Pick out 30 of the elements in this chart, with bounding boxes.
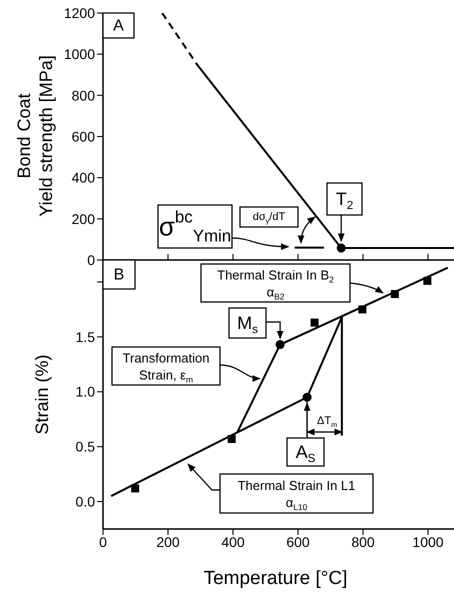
- x-tick-label: 600: [286, 534, 310, 550]
- annotation: Transformation Strain, ε$_{m}$: [122, 350, 210, 384]
- y-tick-label: 0.5: [76, 438, 96, 455]
- x-tick-label: 1000: [412, 534, 444, 550]
- y-axis-title: Bond Coat Yield strength [MPa]: [14, 55, 56, 217]
- x-axis-title: Temperature [°C]: [204, 568, 348, 588]
- y-tick-label: 1000: [64, 46, 96, 62]
- annotation: A: [113, 17, 124, 34]
- annotation: ΔT$_{m}$: [316, 415, 338, 429]
- x-tick-label: 200: [156, 534, 180, 550]
- y-tick-label: 1200: [64, 4, 96, 21]
- annotation: M$_{s}$: [237, 313, 258, 336]
- y-tick-label: 800: [72, 87, 96, 104]
- annotation: dσ$_{y}$/dT: [252, 211, 286, 225]
- y-axis-title: Strain (%): [32, 354, 52, 435]
- annotation: Thermal Strain In L1 α$_{L10}$: [238, 478, 356, 512]
- x-tick-label: 400: [221, 534, 245, 550]
- annotation: T$_{2}$: [336, 189, 354, 212]
- annotation: B: [114, 266, 124, 283]
- y-tick-label: 200: [72, 210, 96, 227]
- y-tick-label: 1.0: [76, 384, 96, 400]
- y-tick-label: 0.0: [76, 494, 96, 510]
- x-tick-label: 800: [351, 534, 375, 550]
- y-tick-label: 0: [87, 252, 96, 268]
- x-tick-label: 0: [99, 534, 108, 550]
- y-tick-label: 600: [72, 128, 96, 144]
- text: Thermal Strain In B$_{2}$ α$_{B2}$: [217, 267, 334, 302]
- y-tick-label: 1.5: [76, 328, 96, 345]
- annotation: A$_{S}$: [296, 442, 316, 465]
- y-tick-label: 400: [72, 170, 96, 186]
